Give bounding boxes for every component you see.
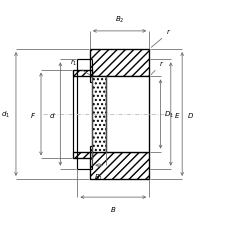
Bar — [90, 50, 149, 77]
Text: $D$: $D$ — [186, 110, 193, 119]
Text: $B_2$: $B_2$ — [114, 15, 124, 25]
Bar — [73, 70, 92, 77]
Bar — [90, 147, 98, 152]
Text: $r_1$: $r_1$ — [70, 58, 77, 68]
Text: $r$: $r$ — [159, 59, 164, 68]
Text: $F$: $F$ — [30, 110, 36, 119]
Text: $D_1$: $D_1$ — [163, 109, 173, 120]
Text: $r$: $r$ — [166, 27, 171, 36]
Text: $d$: $d$ — [49, 110, 56, 119]
Text: $B_1$: $B_1$ — [94, 172, 103, 183]
Text: $d_1$: $d_1$ — [1, 109, 10, 120]
Text: $B$: $B$ — [110, 204, 116, 213]
Text: $E$: $E$ — [173, 110, 180, 119]
Bar — [105, 77, 149, 152]
Bar — [73, 152, 92, 159]
Bar — [90, 152, 149, 179]
Bar — [90, 77, 98, 82]
Bar — [92, 77, 105, 152]
